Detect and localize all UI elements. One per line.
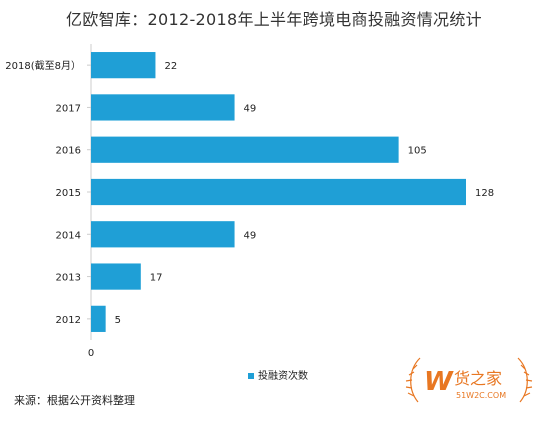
data-label: 5 [115, 315, 121, 326]
data-label: 22 [164, 61, 177, 72]
legend-label: 投融资次数 [258, 369, 308, 382]
source-note: 来源：根据公开资料整理 [14, 394, 135, 407]
category-label: 2015 [56, 188, 81, 199]
watermark-url: 51W2C.COM [456, 391, 506, 400]
category-label: 2017 [56, 103, 81, 114]
watermark-name: 货之家 [454, 369, 502, 388]
category-label: 2014 [56, 230, 81, 241]
data-label: 17 [150, 273, 163, 284]
category-label: 2012 [56, 315, 81, 326]
x-tick-label: 0 [88, 348, 94, 359]
category-label: 2016 [56, 146, 81, 157]
watermark-logo: W 货之家 51W2C.COM [405, 357, 533, 403]
bar-0 [91, 52, 156, 79]
bar-6 [91, 305, 106, 332]
bar-5 [91, 263, 141, 290]
bar-2 [91, 136, 399, 163]
category-label: 2013 [56, 273, 81, 284]
data-label: 105 [408, 146, 427, 157]
data-label: 128 [475, 188, 494, 199]
data-label: 49 [244, 103, 257, 114]
data-label: 49 [244, 230, 257, 241]
bar-1 [91, 94, 235, 121]
chart-title: 亿欧智库：2012-2018年上半年跨境电商投融资情况统计 [66, 10, 482, 29]
bar-3 [91, 178, 466, 206]
bar-4 [91, 221, 235, 248]
watermark-letter: W [424, 367, 454, 397]
legend-swatch [248, 373, 254, 379]
bar-chart: 0 2018(截至8月） 22 2017 49 2016 105 2015 128 2014 49… [5, 44, 494, 382]
category-label: 2018(截至8月） [5, 59, 81, 72]
